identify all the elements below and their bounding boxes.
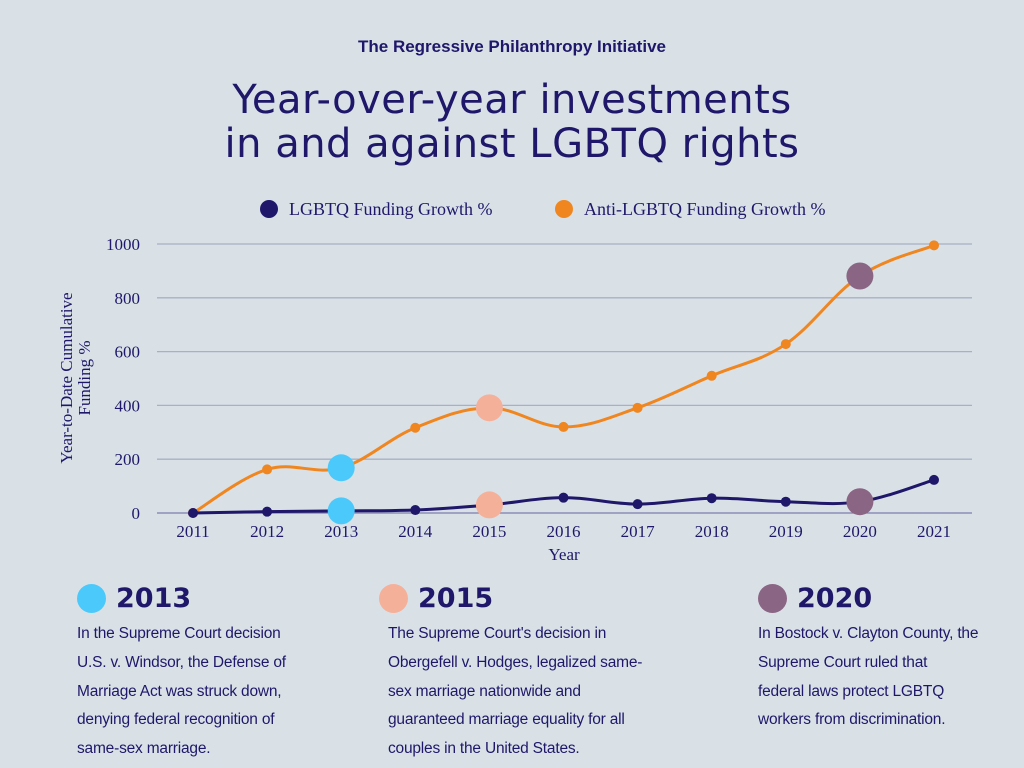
x-tick-label: 2011 [176, 522, 209, 541]
data-point [262, 506, 273, 517]
note-text: workers from discrimination. [758, 711, 946, 729]
note-year: 2020 [797, 582, 873, 614]
y-tick-label: 200 [115, 450, 141, 469]
y-tick-label: 1000 [106, 235, 140, 254]
highlight-marker-2015 [475, 394, 503, 422]
x-tick-label: 2016 [547, 522, 581, 541]
note-text: Obergefell v. Hodges, legalized same- [388, 653, 643, 671]
data-point [780, 339, 791, 350]
title-line: in and against LGBTQ rights [224, 121, 800, 167]
x-tick-label: 2019 [769, 522, 803, 541]
highlight-dot-icon [77, 583, 106, 613]
y-tick-label: 800 [115, 289, 141, 308]
data-point [929, 474, 939, 485]
note-year: 2013 [116, 582, 192, 614]
note-text: couples in the United States. [388, 740, 580, 758]
x-tick-label: 2014 [398, 522, 433, 541]
x-axis-label: Year [548, 545, 580, 564]
note-text: same-sex marriage. [77, 740, 211, 758]
note-text: U.S. v. Windsor, the Defense of [77, 653, 286, 671]
y-axis-label-line: Funding % [75, 340, 94, 415]
highlight-marker-2020 [846, 488, 874, 516]
note-2020: 2020 In Bostock v. Clayton County, the S… [758, 582, 978, 735]
note-text: The Supreme Court's decision in [388, 625, 607, 642]
legend-label-anti-lgbtq: Anti-LGBTQ Funding Growth % [584, 199, 826, 219]
data-point [632, 402, 643, 413]
highlight-marker-2020 [846, 262, 874, 290]
data-point [558, 492, 569, 503]
page-title: Year-over-year investments in and agains… [0, 78, 1024, 166]
data-point [558, 421, 569, 432]
legend-marker-lgbtq [260, 200, 278, 218]
y-axis-label: Year-to-Date Cumulative Funding % [57, 292, 94, 463]
data-point [188, 508, 198, 518]
data-point [410, 422, 421, 433]
note-text: In Bostock v. Clayton County, the [758, 625, 979, 642]
note-text: sex marriage nationwide and [388, 682, 581, 700]
y-axis-label-line: Year-to-Date Cumulative [57, 292, 76, 463]
data-point [706, 493, 717, 504]
x-tick-label: 2020 [843, 522, 877, 541]
legend-marker-anti-lgbtq [555, 200, 573, 218]
line-chart: LGBTQ Funding Growth % Anti-LGBTQ Fundin… [57, 199, 972, 564]
highlight-marker-2013 [327, 497, 355, 525]
y-tick-label: 600 [115, 343, 141, 362]
note-text: guaranteed marriage equality for all [388, 711, 625, 729]
x-tick-label: 2013 [324, 522, 358, 541]
highlight-dot-icon [758, 583, 787, 613]
note-text: In the Supreme Court decision [77, 625, 281, 642]
data-point [780, 496, 791, 507]
data-point [410, 505, 421, 516]
highlight-marker-2015 [475, 491, 503, 519]
highlight-marker-2013 [327, 454, 355, 482]
data-point [706, 370, 717, 381]
data-point [262, 464, 273, 475]
y-tick-label: 400 [115, 396, 141, 415]
note-text: Marriage Act was struck down, [77, 682, 282, 700]
x-tick-label: 2021 [917, 522, 951, 541]
note-2013: 2013 In the Supreme Court decision U.S. … [77, 582, 286, 764]
note-text: denying federal recognition of [77, 711, 275, 729]
title-line: Year-over-year investments [232, 77, 792, 123]
x-tick-label: 2015 [472, 522, 506, 541]
y-tick-label: 0 [132, 504, 141, 523]
organization-name: The Regressive Philanthropy Initiative [358, 37, 666, 56]
note-text: Supreme Court ruled that [758, 653, 928, 671]
note-2015: 2015 The Supreme Court's decision in Obe… [379, 582, 642, 764]
data-point [929, 240, 939, 251]
x-tick-label: 2012 [250, 522, 284, 541]
data-point [632, 499, 643, 510]
legend-label-lgbtq: LGBTQ Funding Growth % [289, 199, 493, 219]
x-tick-label: 2018 [695, 522, 729, 541]
highlight-dot-icon [379, 583, 408, 613]
note-text: federal laws protect LGBTQ [758, 682, 945, 700]
legend: LGBTQ Funding Growth % Anti-LGBTQ Fundin… [260, 199, 826, 219]
x-tick-label: 2017 [621, 522, 656, 541]
series-line-anti-lgbtq [192, 243, 935, 515]
note-year: 2015 [418, 582, 494, 614]
